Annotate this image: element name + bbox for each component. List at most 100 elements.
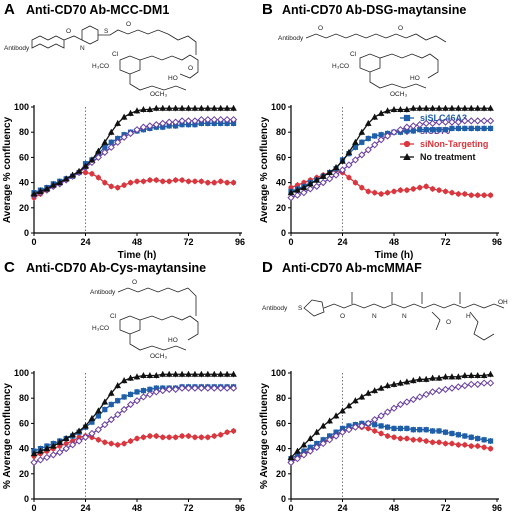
data-point <box>223 370 231 377</box>
chem-b-cl: Cl <box>350 51 357 58</box>
data-point <box>461 104 469 111</box>
data-point <box>313 428 321 435</box>
data-point <box>475 435 481 442</box>
data-point <box>358 128 366 135</box>
data-point <box>346 174 352 181</box>
data-point <box>120 377 128 384</box>
panel-a-title: Anti-CD70 Ab-MCC-DM1 <box>26 3 169 17</box>
data-point <box>404 187 410 193</box>
data-point <box>326 169 333 176</box>
data-point <box>153 372 160 379</box>
y-tick-label: 40 <box>276 178 286 188</box>
data-point <box>403 123 411 131</box>
data-point <box>423 438 429 444</box>
data-point <box>423 427 429 433</box>
data-point <box>423 127 429 133</box>
data-point <box>166 178 172 184</box>
data-point <box>300 189 308 197</box>
data-point <box>134 178 140 184</box>
data-point <box>287 189 295 196</box>
legend-label: siSLC46A3 <box>420 113 467 123</box>
data-point <box>442 373 449 380</box>
data-point <box>185 370 192 377</box>
data-point <box>442 429 449 435</box>
chem-b-h3co: H₃CO <box>332 63 349 70</box>
x-tick-label: 48 <box>389 503 399 513</box>
data-point <box>430 428 436 434</box>
series-no-treatment <box>30 370 237 457</box>
y-tick-label: 20 <box>276 469 286 479</box>
chem-d-o-1: O <box>340 313 345 320</box>
y-tick-label: 60 <box>19 152 29 162</box>
data-point <box>358 422 366 430</box>
legend-marker <box>403 153 411 160</box>
y-tick-label: 40 <box>276 444 286 454</box>
data-point <box>133 107 141 114</box>
data-point <box>223 115 231 124</box>
data-point <box>140 178 147 184</box>
data-point <box>474 372 481 379</box>
data-point <box>159 370 167 377</box>
data-point <box>430 439 436 445</box>
data-point <box>332 164 340 171</box>
panel-a-letter: A <box>4 1 15 18</box>
data-point <box>140 434 147 440</box>
data-point <box>422 375 430 382</box>
data-point <box>404 425 410 432</box>
data-point <box>223 104 231 111</box>
data-point <box>62 444 70 453</box>
data-point <box>172 118 180 126</box>
data-point <box>49 451 57 459</box>
data-point <box>88 414 96 421</box>
data-point <box>416 393 424 401</box>
data-point <box>449 430 455 437</box>
x-tick-label: 24 <box>80 503 90 513</box>
data-point <box>397 435 404 442</box>
data-point <box>191 104 199 111</box>
data-point <box>108 183 114 189</box>
data-point <box>89 171 95 177</box>
series-sicd70 <box>30 384 238 467</box>
chem-d-n-2: N <box>402 313 407 320</box>
data-point <box>30 458 38 467</box>
series-sislc46a3 <box>288 420 494 462</box>
data-point <box>435 104 443 111</box>
data-point <box>319 172 327 179</box>
data-point <box>345 148 353 155</box>
data-point <box>410 427 416 433</box>
chem-b-ho: HO <box>410 75 420 82</box>
data-point <box>146 106 154 113</box>
chem-b-och3: OCH₃ <box>390 91 407 98</box>
data-point <box>378 191 384 197</box>
data-point <box>185 433 192 439</box>
chart-panel-b: 0 20 40 60 80 100 0 24 48 72 96 Time (h) Average % c… <box>259 102 502 261</box>
data-point <box>352 397 359 404</box>
data-point <box>197 115 205 124</box>
data-point <box>454 118 462 126</box>
data-point <box>307 435 314 442</box>
data-point <box>390 380 398 387</box>
data-point <box>306 447 314 455</box>
data-point <box>481 437 487 443</box>
data-point <box>332 412 340 419</box>
data-point <box>480 379 488 387</box>
data-point <box>69 171 76 178</box>
x-tick-label: 48 <box>389 237 399 247</box>
x-axis-label: Time (h) <box>375 250 414 261</box>
data-point <box>139 123 148 131</box>
data-point <box>50 181 57 188</box>
data-point <box>95 147 102 154</box>
data-point <box>293 191 302 199</box>
data-point <box>441 118 450 126</box>
data-point <box>204 384 212 392</box>
data-point <box>300 441 308 448</box>
data-point <box>455 104 462 111</box>
data-point <box>114 138 122 146</box>
data-point <box>462 191 468 197</box>
data-point <box>95 437 101 443</box>
data-point <box>319 422 327 429</box>
data-point <box>391 425 397 432</box>
y-tick-label: 80 <box>276 393 286 403</box>
